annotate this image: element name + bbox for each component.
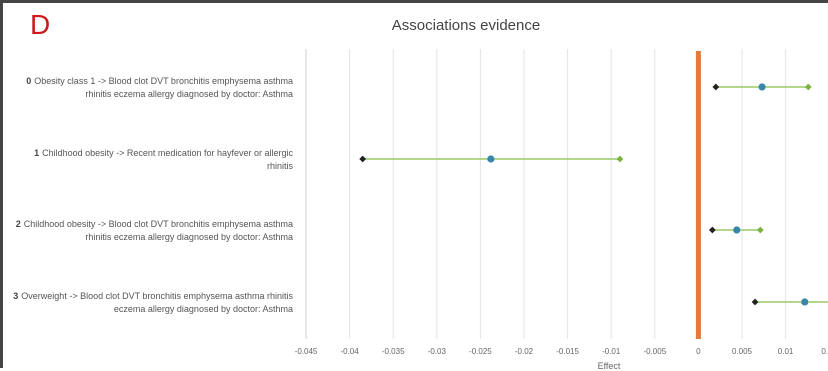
x-tick-label: 0 — [696, 347, 701, 356]
x-tick-label: -0.025 — [469, 347, 492, 356]
lower-bound-marker — [751, 298, 759, 306]
x-tick-label: -0.03 — [428, 347, 447, 356]
zero-reference-line — [695, 51, 701, 339]
effect-estimate-point — [801, 298, 809, 306]
x-tick-label: -0.005 — [643, 347, 666, 356]
x-tick-label: -0.045 — [295, 347, 318, 356]
row-index: 3 — [13, 291, 19, 301]
row-label: 1 Childhood obesity -> Recent medication … — [13, 147, 293, 173]
effect-estimate-point — [733, 226, 741, 234]
row-label: 0 Obesity class 1 -> Blood clot DVT bronc… — [13, 75, 293, 101]
row-label-text: Childhood obesity -> Blood clot DVT bron… — [23, 219, 293, 242]
upper-bound-marker — [616, 155, 624, 163]
upper-bound-marker — [756, 226, 764, 234]
x-tick-label: 0.01 — [778, 347, 794, 356]
x-tick-label: -0.015 — [556, 347, 579, 356]
lower-bound-marker — [712, 83, 720, 91]
forest-plot: -0.045 -0.04 -0.035 -0.03 -0.025 -0.02 -0.015 -… — [295, 49, 828, 371]
row-label-text: Overweight -> Blood clot DVT bronchitis … — [21, 291, 293, 314]
row-label-text: Childhood obesity -> Recent medication f… — [42, 148, 293, 171]
row-label: 3 Overweight -> Blood clot DVT bronchitis… — [13, 290, 293, 316]
effect-estimate-point — [487, 155, 495, 163]
row-label: 2 Childhood obesity -> Blood clot DVT bro… — [13, 218, 293, 244]
chart-title: Associations evidence — [391, 17, 541, 34]
x-tick-label: 0.01 — [821, 347, 828, 356]
row-index: 1 — [34, 148, 40, 158]
x-axis-label: Effect — [598, 361, 621, 371]
row-label-text: Obesity class 1 -> Blood clot DVT bronch… — [34, 76, 293, 99]
x-tick-label: -0.04 — [340, 347, 359, 356]
lower-bound-marker — [359, 155, 367, 163]
x-tick-label: 0.005 — [732, 347, 753, 356]
effect-estimate-point — [758, 83, 766, 91]
panel-letter: D — [30, 9, 51, 40]
lower-bound-marker — [708, 226, 716, 234]
upper-bound-marker — [804, 83, 812, 91]
row-index: 0 — [26, 76, 32, 86]
x-tick-label: -0.035 — [382, 347, 405, 356]
x-tick-label: -0.02 — [515, 347, 534, 356]
x-tick-label: -0.01 — [602, 347, 621, 356]
row-index: 2 — [15, 219, 21, 229]
